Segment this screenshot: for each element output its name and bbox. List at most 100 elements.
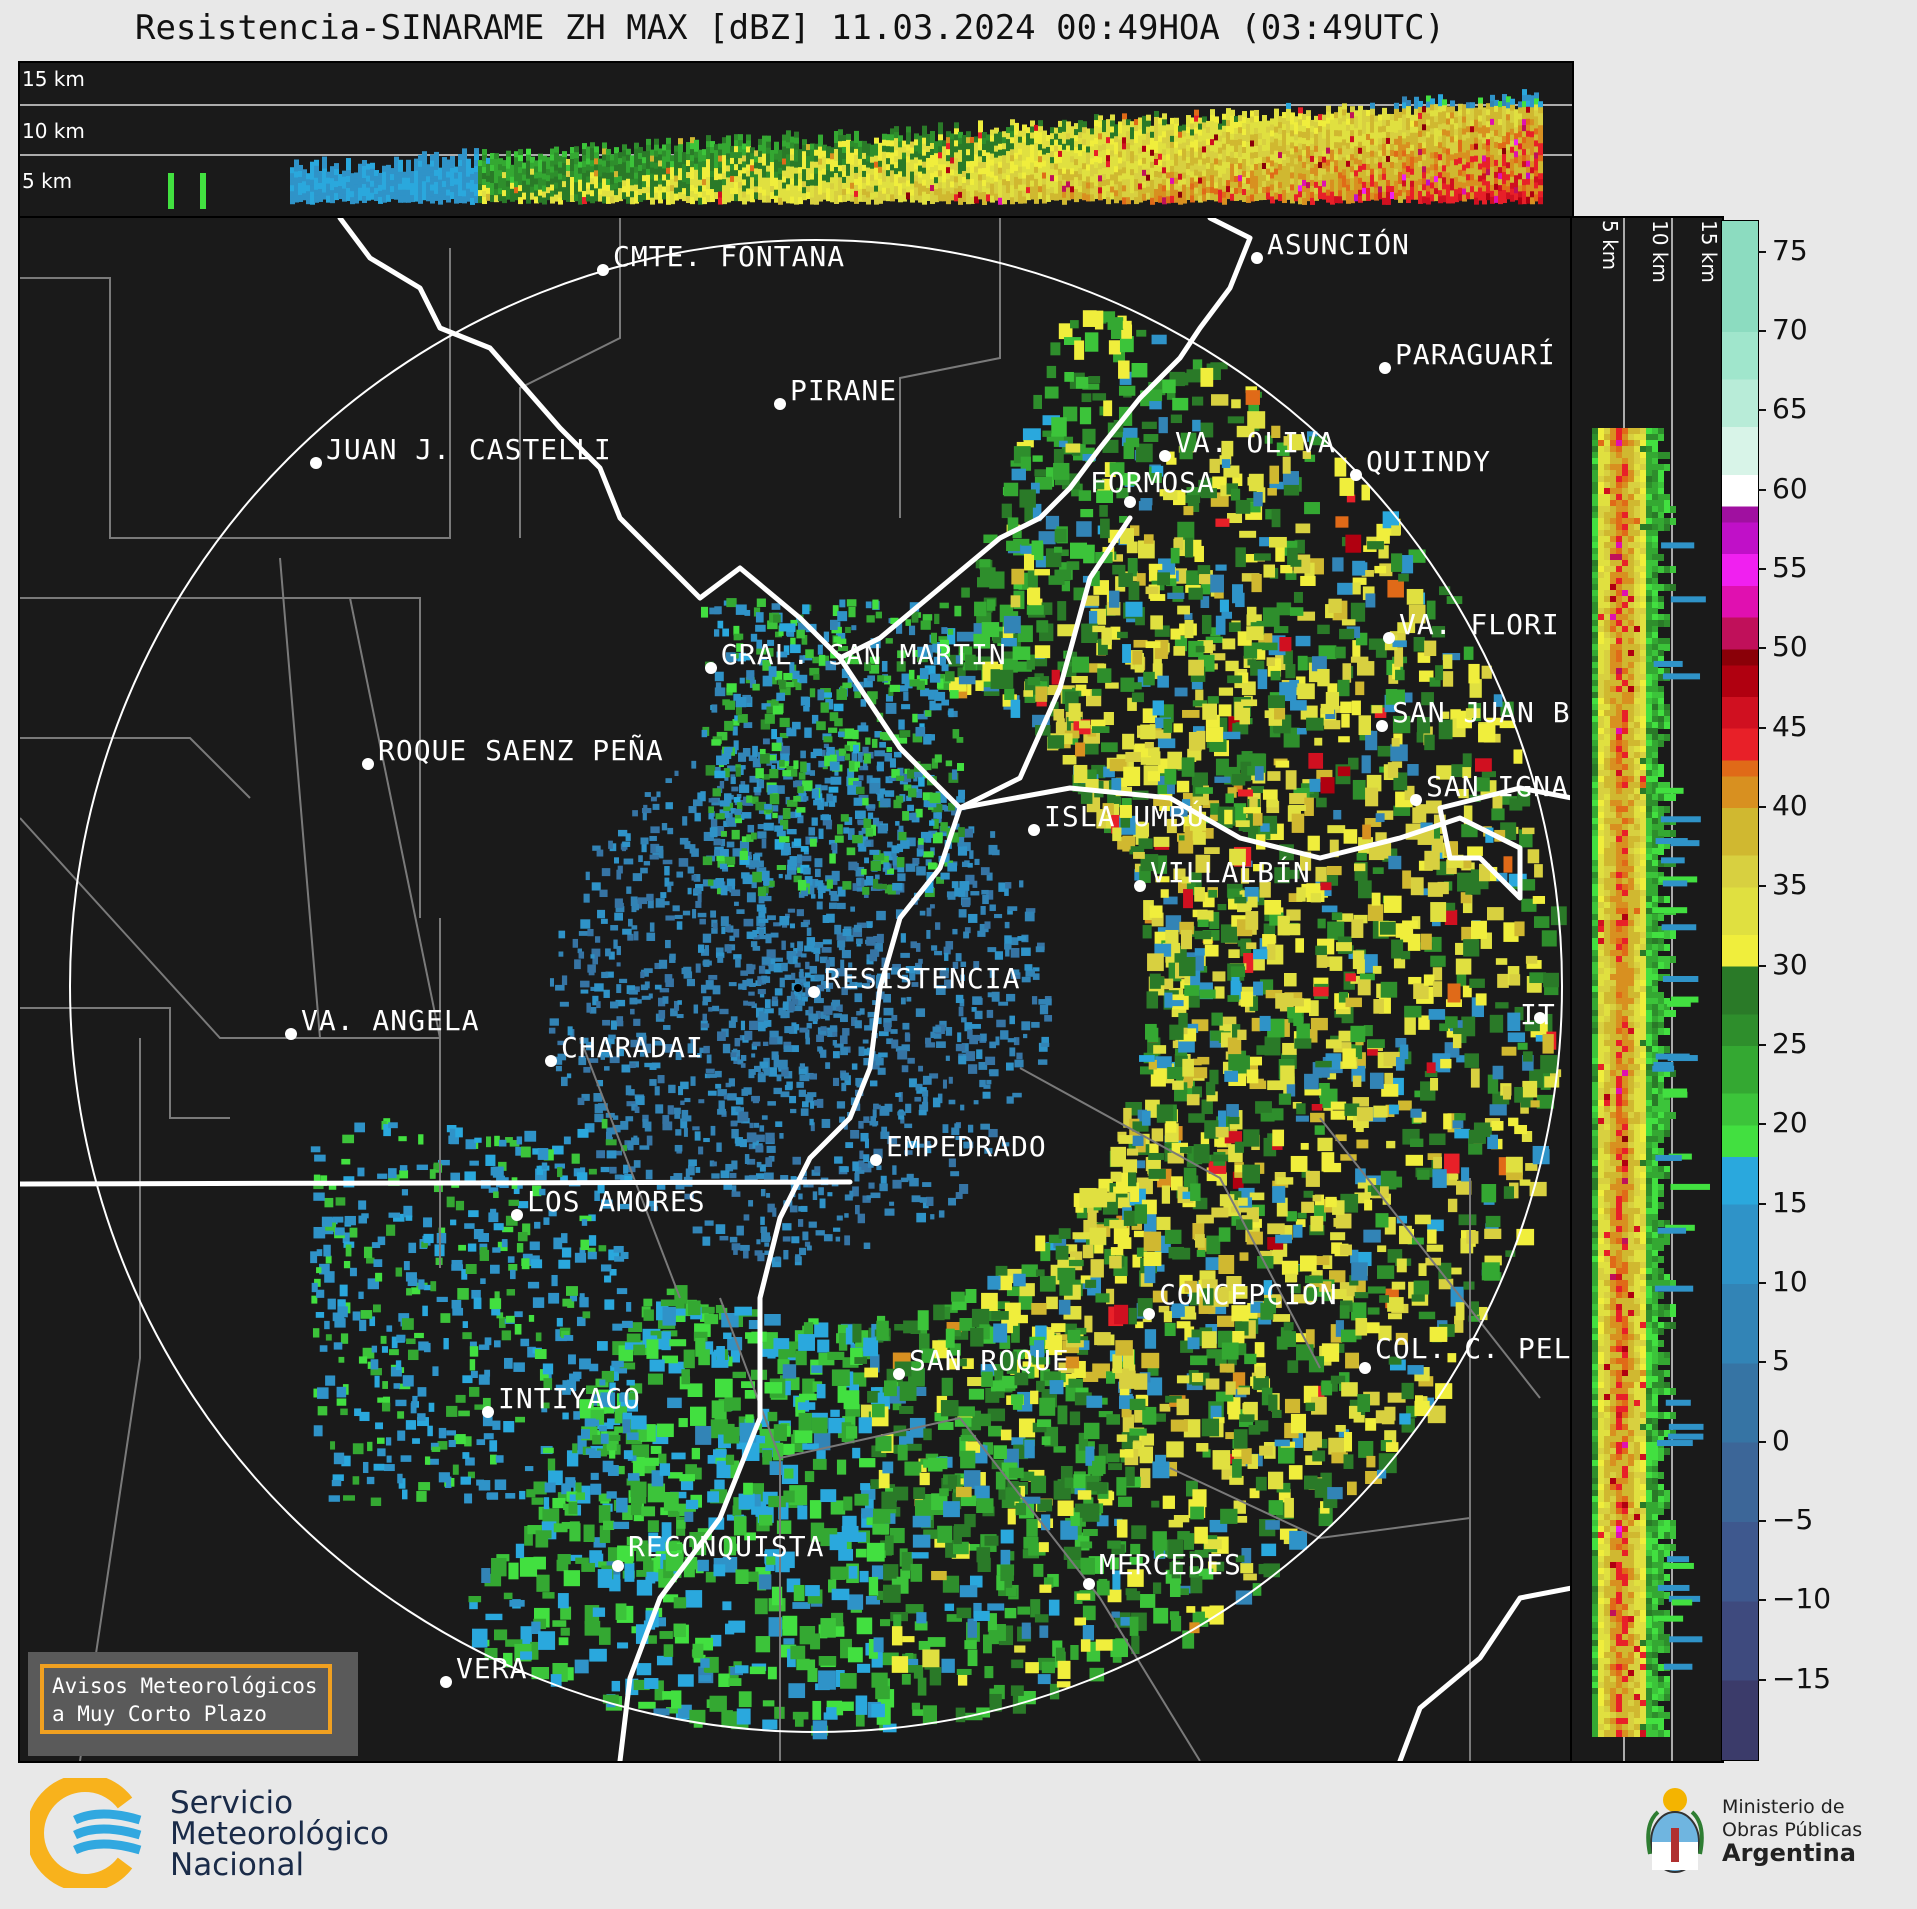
city-marker	[1376, 720, 1388, 732]
city-label: RECONQUISTA	[628, 1530, 825, 1563]
colorbar-tick-label: 5	[1772, 1344, 1790, 1378]
city-marker	[1124, 496, 1136, 508]
city-label: VERA	[456, 1652, 528, 1685]
colorbar-tick-mark	[1758, 1123, 1766, 1126]
colorbar-tick-mark	[1758, 330, 1766, 333]
city-label: QUIINDY	[1366, 445, 1492, 478]
city-marker	[1534, 1012, 1546, 1024]
city-marker	[1379, 362, 1391, 374]
altitude-label-5km: 5 km	[22, 169, 73, 193]
colorbar-tick-label: −15	[1772, 1661, 1832, 1695]
smn-name: Servicio Meteorológico Nacional	[170, 1788, 389, 1881]
city-marker	[362, 758, 374, 770]
city-marker	[612, 1560, 624, 1572]
colorbar-tick-label: 0	[1772, 1423, 1790, 1457]
city-label: VA. OLIVA	[1175, 426, 1336, 459]
city-marker	[808, 986, 820, 998]
city-label: FORMOSA	[1090, 466, 1216, 499]
city-label: CHARADAI	[561, 1031, 704, 1064]
city-label: ROQUE SAENZ PEÑA	[378, 734, 664, 767]
argentina-coat-of-arms-icon	[1646, 1788, 1704, 1873]
colorbar-tick-label: 75	[1772, 233, 1808, 267]
city-marker	[1134, 880, 1146, 892]
colorbar-tick-label: 15	[1772, 1185, 1808, 1219]
smn-line2: Meteorológico	[170, 1816, 389, 1852]
city-marker	[545, 1055, 557, 1067]
colorbar-tick-label: 70	[1772, 313, 1808, 347]
city-label: CMTE. FONTANA	[613, 240, 846, 273]
colorbar-tick-label: 65	[1772, 392, 1808, 426]
avisos-frame: Avisos Meteorológicos a Muy Corto Plazo	[40, 1664, 332, 1734]
city-label: IT	[1520, 998, 1556, 1031]
colorbar-tick-label: 10	[1772, 1265, 1808, 1299]
city-marker	[285, 1028, 297, 1040]
city-label: SAN IGNA	[1426, 770, 1569, 803]
colorbar-tick-mark	[1758, 1282, 1766, 1285]
side-profile-svg	[1592, 218, 1710, 1761]
city-label: GRAL. SAN MARTIN	[721, 638, 1007, 671]
city-marker	[1083, 1578, 1095, 1590]
city-label: JUAN J. CASTELLI	[326, 433, 612, 466]
ministry-line1: Ministerio de	[1722, 1796, 1845, 1818]
radar-range-ring	[69, 239, 1563, 1733]
smn-line3: Nacional	[170, 1847, 305, 1883]
city-label: SAN JUAN B	[1392, 696, 1571, 729]
city-label: EMPEDRADO	[886, 1130, 1047, 1163]
city-label: MERCEDES	[1099, 1548, 1242, 1581]
city-label: PIRANE	[790, 374, 898, 407]
avisos-box: Avisos Meteorológicos a Muy Corto Plazo	[28, 1652, 358, 1756]
ministry-line2: Obras Públicas	[1722, 1819, 1863, 1841]
city-marker	[1383, 632, 1395, 644]
province-borders	[20, 218, 1541, 1761]
colorbar-tick-mark	[1758, 885, 1766, 888]
colorbar-tick-label: 20	[1772, 1106, 1808, 1140]
side-altitude-label-15km: 15 km	[1697, 220, 1721, 283]
top-profile-svg	[20, 89, 1572, 209]
city-label: VILLALBÍN	[1150, 856, 1311, 889]
side-altitude-label-5km: 5 km	[1598, 220, 1622, 271]
avisos-line1: Avisos Meteorológicos	[52, 1674, 318, 1698]
colorbar-tick-mark	[1758, 568, 1766, 571]
city-label: COL. C. PEL	[1375, 1332, 1572, 1365]
radar-map-panel: CMTE. FONTANA ASUNCIÓN PARAGUARÍ PIRANE JUAN…	[18, 216, 1574, 1763]
colorbar-tick-mark	[1758, 647, 1766, 650]
smn-logo-icon	[30, 1778, 142, 1888]
radar-site-marker	[794, 984, 802, 992]
colorbar-tick-mark	[1758, 409, 1766, 412]
colorbar-tick-mark	[1758, 1361, 1766, 1364]
city-marker	[1350, 469, 1362, 481]
colorbar-tick-mark	[1758, 964, 1766, 967]
city-label: ASUNCIÓN	[1267, 228, 1410, 261]
side-height-profile-panel	[1570, 216, 1724, 1763]
ministry-line3: Argentina	[1722, 1839, 1856, 1867]
colorbar-tick-mark	[1758, 1520, 1766, 1522]
colorbar-tick-label: −5	[1772, 1503, 1814, 1536]
altitude-label-15km: 15 km	[22, 67, 85, 91]
colorbar-tick-label: 50	[1772, 630, 1808, 664]
city-marker	[705, 662, 717, 674]
top-height-profile-panel: 15 km 10 km 5 km	[18, 61, 1574, 220]
colorbar-tick-label: 55	[1772, 551, 1808, 585]
city-marker	[1143, 1308, 1155, 1320]
city-marker	[870, 1154, 882, 1166]
colorbar-tick-mark	[1758, 726, 1766, 729]
city-marker	[1251, 252, 1263, 264]
colorbar-tick-mark	[1758, 1678, 1766, 1681]
altitude-label-10km: 10 km	[22, 119, 85, 143]
reflectivity-colorbar	[1721, 220, 1759, 1761]
city-marker	[1028, 824, 1040, 836]
city-marker	[893, 1368, 905, 1380]
city-label: PARAGUARÍ	[1395, 338, 1556, 371]
avisos-line2: a Muy Corto Plazo	[52, 1702, 267, 1726]
city-label: INTIYACO	[498, 1382, 641, 1415]
colorbar-tick-label: 35	[1772, 868, 1808, 902]
colorbar-tick-label: 45	[1772, 709, 1808, 743]
colorbar-tick-mark	[1758, 806, 1766, 809]
city-label: RESISTENCIA	[824, 962, 1021, 995]
city-label: CONCEPCION	[1159, 1278, 1338, 1311]
city-label: SAN ROQUE	[909, 1344, 1070, 1377]
city-marker	[310, 457, 322, 469]
city-marker	[1410, 794, 1422, 806]
colorbar-tick-mark	[1758, 1044, 1766, 1047]
colorbar-tick-label: 25	[1772, 1027, 1808, 1061]
